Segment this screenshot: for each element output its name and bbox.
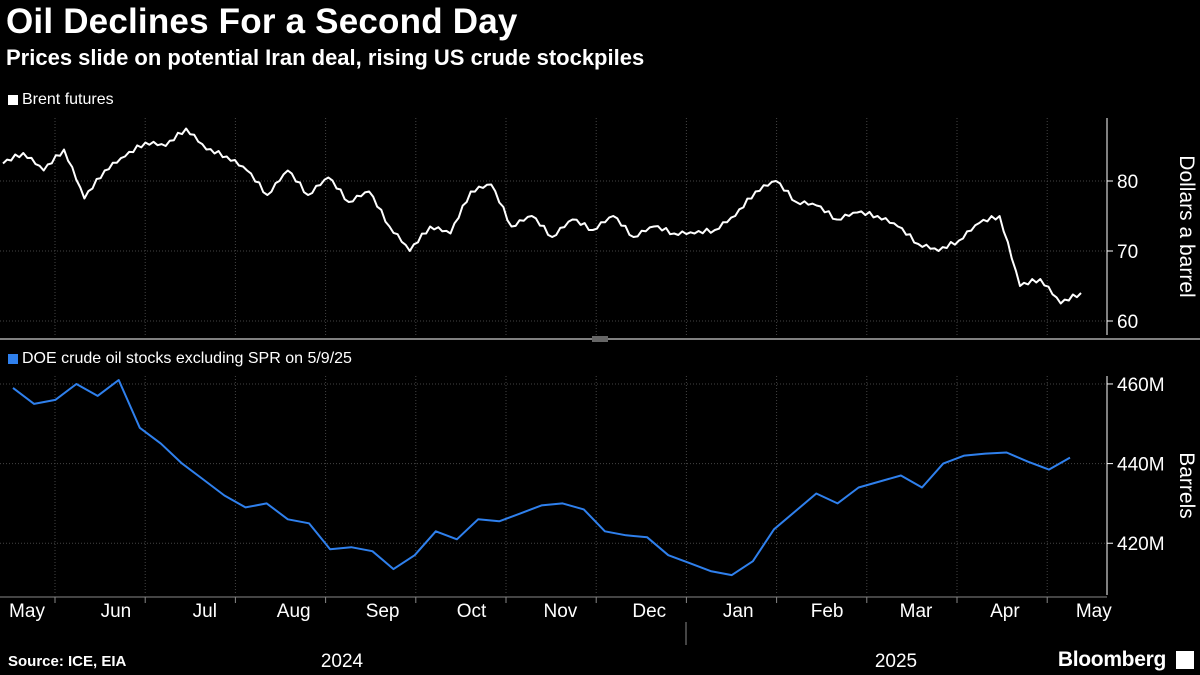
series-layer [2,127,1082,577]
legend-brent-label: Brent futures [22,91,114,108]
legend-brent: Brent futures [8,91,114,109]
y-tick-label: 60 [1117,312,1138,333]
chart-subtitle: Prices slide on potential Iran deal, ris… [6,45,645,70]
x-tick-label: May [1076,601,1112,622]
legend-brent-swatch [8,95,18,105]
legend-stocks-swatch [8,354,18,364]
axis-layer [0,118,1200,645]
y-axis-label: Dollars a barrel [1175,155,1198,297]
panel-resize-handle [592,336,608,342]
grid-layer [0,118,1107,595]
stocks-series-line [12,379,1071,577]
y-axis-label: Barrels [1175,452,1198,519]
y-tick-label: 420M [1117,534,1165,555]
x-tick-label: May [9,601,45,622]
bloomberg-terminal-icon [1176,651,1194,669]
x-tick-label: Jul [193,601,217,622]
label-layer: 60 70 80 Dollars a barrel 420M 440M 460M Barrel… [9,155,1198,672]
x-tick-label: Oct [457,601,487,622]
x-tick-label: Mar [900,601,933,622]
x-tick-label: Jun [101,601,132,622]
legend-stocks-label: DOE crude oil stocks excluding SPR on 5/… [22,350,352,367]
x-year-label: 2025 [875,651,917,672]
y-tick-label: 440M [1117,455,1165,476]
x-tick-label: Jan [723,601,754,622]
legend-stocks: DOE crude oil stocks excluding SPR on 5/… [8,350,352,368]
brent-series-line [2,127,1082,305]
x-tick-label: Feb [811,601,844,622]
x-tick-label: Nov [544,601,578,622]
chart-title: Oil Declines For a Second Day [6,2,518,41]
x-tick-label: Dec [632,601,666,622]
source-note: Source: ICE, EIA [8,653,127,670]
bloomberg-logo: Bloomberg [1057,648,1166,671]
x-tick-label: Aug [277,601,311,622]
x-tick-label: Sep [366,601,400,622]
y-tick-label: 80 [1117,172,1138,193]
x-tick-label: Apr [990,601,1020,622]
x-year-label: 2024 [321,651,364,672]
y-tick-label: 70 [1117,242,1138,263]
y-tick-label: 460M [1117,375,1165,396]
